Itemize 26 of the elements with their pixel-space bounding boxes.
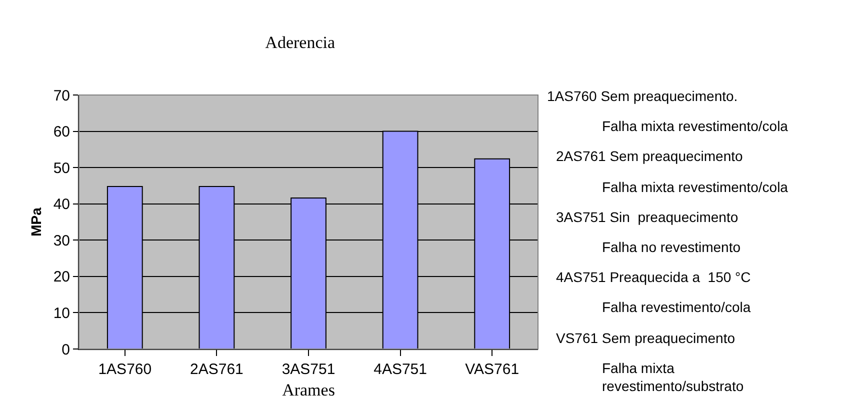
text: 1AS760 Sem preaquecimento. bbox=[547, 88, 738, 104]
text: 3AS751 Sin preaquecimento bbox=[556, 209, 738, 225]
y-tick-label: 60 bbox=[53, 124, 70, 141]
text: Falha revestimento/cola bbox=[602, 299, 751, 315]
text: Falha mixta revestimento/cola bbox=[602, 118, 788, 134]
y-tick-label: 0 bbox=[62, 341, 70, 358]
x-axis-title: Arames bbox=[282, 380, 335, 400]
chart-title: Aderencia bbox=[265, 32, 336, 52]
y-tick-label: 20 bbox=[53, 268, 70, 286]
x-tick-label: VAS761 bbox=[465, 361, 520, 378]
y-tick-label: 10 bbox=[53, 304, 70, 322]
x-tick-label: 2AS761 bbox=[190, 361, 244, 378]
y-tick-label: 40 bbox=[53, 196, 70, 214]
text: Falha mixta revestimento/cola bbox=[602, 179, 788, 195]
y-tick-label: 70 bbox=[53, 87, 70, 104]
x-tick-label: 4AS751 bbox=[374, 361, 427, 378]
y-tick-label: 30 bbox=[53, 232, 70, 250]
text: VS761 Sem preaquecimento bbox=[556, 330, 736, 346]
x-tick-label: 3AS751 bbox=[282, 361, 336, 378]
text: Falha no revestimento bbox=[602, 239, 741, 255]
y-tick-label: 50 bbox=[53, 160, 70, 177]
x-tick-label: 1AS760 bbox=[98, 361, 152, 378]
text: 4AS751 Preaquecida a 150 °C bbox=[556, 269, 751, 285]
y-axis-title: MPa bbox=[28, 207, 44, 236]
text: Falha mixta revestimento/substrato bbox=[602, 360, 744, 394]
text: 2AS761 Sem preaquecimento bbox=[556, 148, 743, 164]
